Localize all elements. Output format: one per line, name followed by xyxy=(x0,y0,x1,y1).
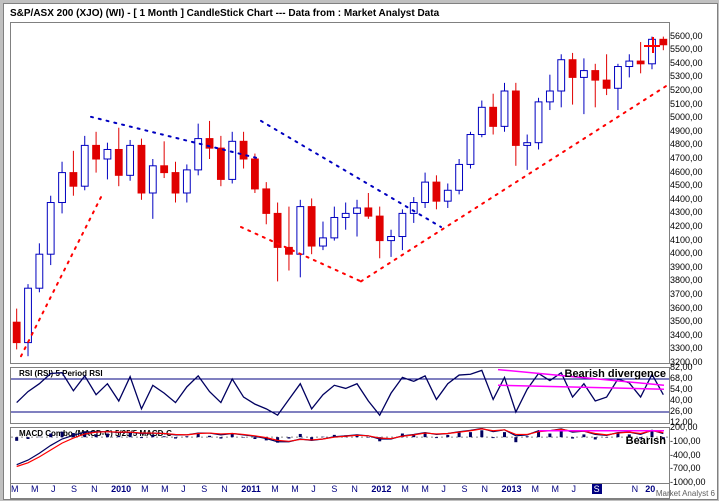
footer-label: Market Analyst 6 xyxy=(656,489,715,498)
price-panel[interactable] xyxy=(10,22,670,364)
rsi-panel[interactable]: RSI (RSI) 5 Period RSI Bearish divergenc… xyxy=(10,367,670,424)
x-axis: MMJSN2010MMJSN2011MMJSN2012MMJSN2013MMJS… xyxy=(10,484,670,499)
price-chart xyxy=(11,23,669,363)
macd-annotation: Bearish xyxy=(626,435,666,447)
y-axis: 3200,003300,003400,003500,003600,003700,… xyxy=(670,22,715,482)
rsi-annotation: Bearish divergence xyxy=(565,368,667,380)
chart-title: S&P/ASX 200 (XJO) (WI) - [ 1 Month ] Can… xyxy=(10,8,439,19)
chart-container: S&P/ASX 200 (XJO) (WI) - [ 1 Month ] Can… xyxy=(3,3,718,500)
macd-panel[interactable]: MACD Combo (MACD-C) 5/25/5 MACD-C Bearis… xyxy=(10,427,670,484)
macd-chart xyxy=(11,428,669,483)
